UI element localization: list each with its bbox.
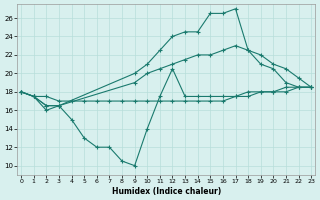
X-axis label: Humidex (Indice chaleur): Humidex (Indice chaleur) [112, 187, 221, 196]
